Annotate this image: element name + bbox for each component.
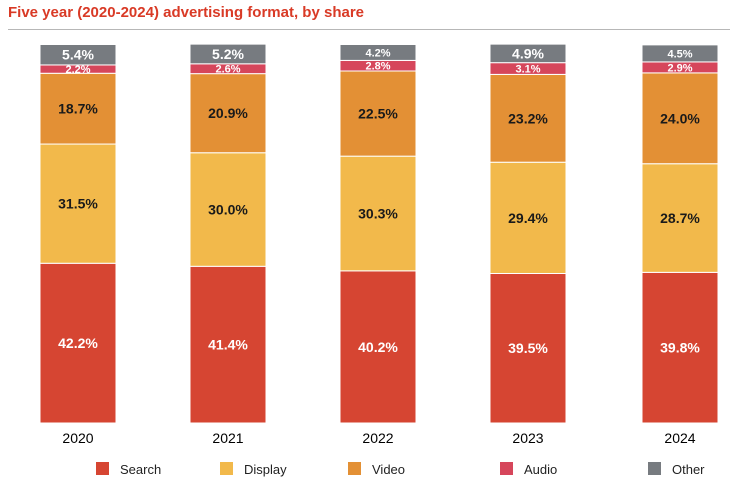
bar-segment-other-2021 [189, 43, 267, 65]
bar-segment-video-2022 [339, 70, 417, 157]
legend-swatch-other [648, 462, 661, 475]
bar-segment-other-2024 [641, 44, 719, 63]
data-label-display-2023: 29.4% [508, 210, 548, 226]
data-label-search-2024: 39.8% [660, 340, 700, 356]
data-label-video-2024: 24.0% [660, 110, 700, 126]
data-label-search-2020: 42.2% [58, 335, 98, 351]
bar-segment-search-2023 [489, 272, 567, 424]
bar-segment-search-2024 [641, 271, 719, 424]
legend-label-search: Search [120, 462, 161, 477]
legend-swatch-video [348, 462, 361, 475]
x-tick-label-2021: 2021 [212, 430, 243, 446]
legend-label-display: Display [244, 462, 287, 477]
x-tick-label-2022: 2022 [362, 430, 393, 446]
bar-segment-display-2021 [189, 152, 267, 267]
legend-swatch-search [96, 462, 109, 475]
bar-segment-other-2020 [39, 44, 117, 66]
data-label-audio-2020: 2.2% [65, 64, 90, 76]
bar-segment-display-2022 [339, 155, 417, 272]
data-label-other-2024: 4.5% [667, 48, 692, 60]
data-label-search-2021: 41.4% [208, 337, 248, 353]
data-label-audio-2022: 2.8% [365, 61, 390, 73]
bar-segment-other-2022 [339, 44, 417, 61]
data-label-audio-2023: 3.1% [515, 64, 540, 76]
x-tick-label-2023: 2023 [512, 430, 543, 446]
data-label-video-2023: 23.2% [508, 110, 548, 126]
bar-segment-display-2023 [489, 161, 567, 274]
bar-segment-video-2023 [489, 73, 567, 163]
title-divider [8, 29, 730, 30]
data-label-other-2023: 4.9% [512, 45, 544, 61]
bar-segment-search-2022 [339, 270, 417, 424]
legend-swatch-audio [500, 462, 513, 475]
bar-segment-video-2024 [641, 72, 719, 165]
legend-swatch-display [220, 462, 233, 475]
data-label-display-2020: 31.5% [58, 196, 98, 212]
data-label-other-2021: 5.2% [212, 46, 244, 62]
bar-segment-other-2023 [489, 43, 567, 64]
data-label-video-2021: 20.9% [208, 105, 248, 121]
bar-segment-display-2024 [641, 163, 719, 273]
data-label-other-2020: 5.4% [62, 47, 94, 63]
legend-label-audio: Audio [524, 462, 557, 477]
data-label-search-2022: 40.2% [358, 339, 398, 355]
x-tick-label-2024: 2024 [664, 430, 695, 446]
data-label-search-2023: 39.5% [508, 340, 548, 356]
data-label-video-2020: 18.7% [58, 101, 98, 117]
data-label-other-2022: 4.2% [365, 47, 390, 59]
bar-segment-search-2021 [189, 265, 267, 424]
bar-segment-search-2020 [39, 262, 117, 424]
data-label-video-2022: 22.5% [358, 106, 398, 122]
data-label-display-2021: 30.0% [208, 202, 248, 218]
data-label-audio-2024: 2.9% [667, 62, 692, 74]
bar-segment-video-2021 [189, 73, 267, 154]
data-label-audio-2021: 2.6% [215, 64, 240, 76]
data-label-display-2024: 28.7% [660, 210, 700, 226]
legend-label-other: Other [672, 462, 705, 477]
x-tick-label-2020: 2020 [62, 430, 93, 446]
bar-segment-video-2020 [39, 72, 117, 145]
legend-label-video: Video [372, 462, 405, 477]
data-label-display-2022: 30.3% [358, 206, 398, 222]
chart-title: Five year (2020-2024) advertising format… [8, 4, 365, 21]
